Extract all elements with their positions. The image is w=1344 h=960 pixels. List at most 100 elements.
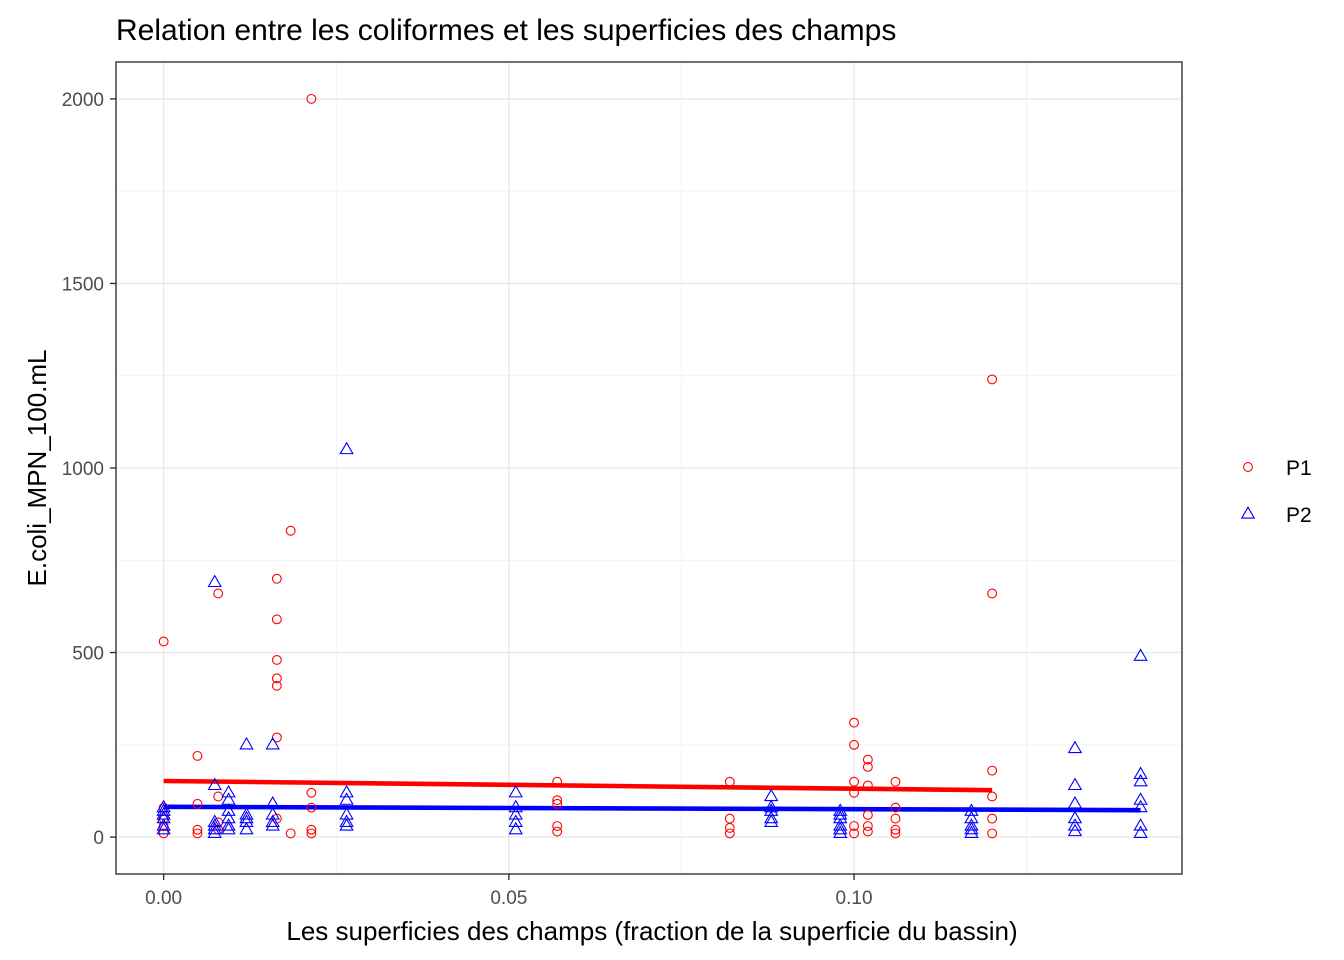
p1-point: [306, 824, 317, 835]
p1-point: [306, 93, 317, 104]
p2-point: [508, 821, 523, 835]
y-tick-label: 500: [72, 644, 104, 665]
p2-point: [1133, 773, 1148, 787]
p2-point: [265, 736, 280, 750]
p2-point: [508, 799, 523, 813]
p2-point: [763, 788, 779, 802]
p1-point: [306, 828, 317, 839]
p1-point: [862, 754, 873, 765]
p1-point: [890, 776, 901, 787]
p2-point: [239, 814, 254, 827]
p2-point: [156, 821, 171, 835]
p1-point: [849, 717, 860, 728]
legend-p2-key: [1240, 506, 1256, 519]
p1-point: [849, 776, 860, 787]
x-tick-label: 0.10: [836, 888, 873, 909]
p1-point: [306, 787, 317, 798]
p1-point: [271, 573, 282, 584]
p2-point: [239, 736, 254, 750]
p2-point: [1133, 799, 1148, 813]
p2-point: [508, 814, 523, 827]
p2-point: [339, 818, 354, 831]
p2-point: [221, 821, 236, 835]
p2-point: [265, 814, 280, 827]
p2-point: [964, 803, 979, 816]
p2-point: [221, 784, 236, 798]
p1-point: [724, 813, 735, 824]
p2-point: [207, 574, 222, 588]
p2-point: [964, 825, 979, 839]
p1-point: [890, 802, 901, 813]
p1-point: [285, 828, 296, 839]
p2-point: [156, 818, 171, 831]
p1-point: [271, 673, 282, 684]
p1-point: [192, 824, 203, 835]
x-tick-label: 0.05: [490, 888, 527, 909]
p1-point: [987, 791, 998, 802]
p2-point: [1133, 825, 1148, 839]
legend-label: P1: [1286, 457, 1312, 480]
p2-point: [1067, 810, 1083, 824]
trend-lines: [163, 778, 1141, 813]
p2-trend-line: [163, 804, 1141, 813]
p2-point: [833, 810, 848, 824]
chart-title: Relation entre les coliformes et les sup…: [116, 14, 896, 47]
p1-point: [552, 826, 563, 837]
p1-point: [890, 828, 901, 839]
p1-point: [724, 776, 735, 787]
p1-point: [987, 813, 998, 824]
p1-trend-line: [163, 778, 993, 793]
legend-label: P2: [1286, 504, 1312, 527]
p1-point: [862, 809, 873, 820]
p2-point: [1133, 648, 1148, 661]
p1-point: [271, 680, 282, 691]
p2-point: [1133, 818, 1148, 831]
p1-point: [987, 588, 998, 599]
p2-point: [833, 825, 848, 839]
p1-point: [849, 787, 860, 798]
p1-point: [862, 762, 873, 772]
y-axis-title: E.coli_MPN_100.mL: [22, 350, 52, 587]
p1-point: [158, 636, 169, 647]
p1-point: [890, 824, 901, 835]
data-points: [156, 93, 1148, 839]
p1-point: [724, 822, 735, 833]
p1-point: [271, 654, 282, 665]
y-tick-label: 0: [93, 828, 104, 849]
legend: P1 P2: [1240, 457, 1312, 527]
p2-point: [339, 807, 354, 820]
p2-point: [508, 784, 523, 798]
axes: 0.00 0.05 0.10 0 500 1000 1500 2000: [62, 90, 873, 909]
p2-point: [239, 810, 254, 824]
p2-point: [221, 803, 236, 816]
p2-point: [156, 803, 171, 816]
p1-point: [849, 821, 860, 831]
p1-point: [724, 828, 735, 839]
p2-point: [833, 821, 848, 835]
p1-point: [849, 828, 860, 839]
p1-point: [271, 614, 282, 625]
p1-point: [192, 798, 203, 809]
p1-point: [862, 826, 873, 837]
p2-point: [1067, 795, 1083, 809]
p1-point: [285, 525, 296, 536]
p2-point: [207, 821, 222, 835]
p1-point: [213, 588, 224, 599]
p1-point: [306, 802, 317, 813]
p2-point: [265, 818, 280, 831]
p2-point: [964, 821, 979, 835]
p2-point: [207, 818, 222, 831]
p2-point: [763, 814, 779, 827]
y-tick-label: 2000: [62, 90, 104, 111]
p2-point: [833, 803, 848, 816]
p1-point: [862, 780, 873, 791]
p2-point: [964, 818, 979, 831]
p2-point: [1067, 777, 1083, 791]
p2-point: [239, 821, 254, 835]
p1-point: [192, 828, 203, 839]
p2-point: [964, 810, 979, 824]
p2-point: [339, 441, 354, 455]
p2-point: [508, 807, 523, 820]
y-tick-label: 1000: [62, 459, 104, 480]
